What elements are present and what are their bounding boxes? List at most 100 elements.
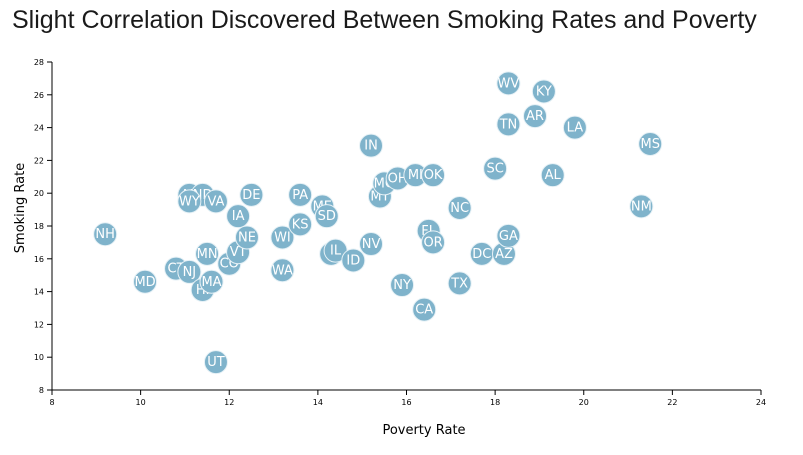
state-point-al[interactable]: AL bbox=[540, 163, 565, 188]
state-circle[interactable] bbox=[314, 204, 339, 229]
state-circle[interactable] bbox=[359, 133, 384, 158]
state-label: VT bbox=[230, 245, 247, 260]
state-point-tx[interactable]: TX bbox=[447, 271, 472, 296]
state-circle[interactable] bbox=[270, 225, 295, 250]
state-point-la[interactable]: LA bbox=[562, 115, 587, 140]
state-point-wi[interactable]: WI bbox=[270, 225, 295, 250]
state-point-mn[interactable]: MN bbox=[195, 241, 220, 266]
state-circle[interactable] bbox=[496, 71, 521, 96]
state-circle[interactable] bbox=[93, 222, 118, 247]
state-point-ca[interactable]: CA bbox=[412, 297, 437, 322]
x-tick-label: 20 bbox=[579, 398, 589, 407]
state-circle[interactable] bbox=[239, 182, 264, 207]
state-circle[interactable] bbox=[133, 269, 158, 294]
state-circle[interactable] bbox=[447, 271, 472, 296]
state-point-nv[interactable]: NV bbox=[359, 232, 384, 257]
state-point-oh[interactable]: OH bbox=[385, 166, 410, 191]
state-point-wy[interactable]: WY bbox=[177, 189, 202, 214]
state-label: KS bbox=[292, 217, 309, 232]
state-circle[interactable] bbox=[562, 115, 587, 140]
state-point-id[interactable]: ID bbox=[341, 248, 366, 273]
state-circle[interactable] bbox=[540, 163, 565, 188]
state-point-nj[interactable]: NJ bbox=[177, 259, 202, 284]
state-point-nc[interactable]: NC bbox=[447, 195, 472, 220]
x-tick-label: 12 bbox=[224, 398, 234, 407]
state-point-sd[interactable]: SD bbox=[314, 204, 339, 229]
state-point-in[interactable]: IN bbox=[359, 133, 384, 158]
state-point-sc[interactable]: SC bbox=[483, 156, 508, 181]
state-circle[interactable] bbox=[203, 350, 228, 375]
y-tick: 20 bbox=[34, 189, 52, 198]
x-axis: 8 10 12 14 16 18 20 22 24 bbox=[49, 389, 766, 407]
state-label: DE bbox=[242, 188, 260, 203]
state-point-ia[interactable]: IA bbox=[226, 204, 251, 229]
state-circle[interactable] bbox=[390, 273, 415, 298]
state-label: WV bbox=[498, 76, 520, 91]
state-point-wa[interactable]: WA bbox=[270, 258, 295, 283]
state-circle[interactable] bbox=[421, 163, 446, 188]
y-tick: 26 bbox=[34, 91, 52, 100]
state-circle[interactable] bbox=[270, 258, 295, 283]
state-point-or[interactable]: OR bbox=[421, 230, 446, 255]
state-label: DC bbox=[472, 247, 491, 262]
y-tick: 18 bbox=[34, 222, 52, 231]
state-point-ms[interactable]: MS bbox=[638, 132, 663, 156]
state-label: TN bbox=[499, 117, 518, 132]
state-point-nm[interactable]: NM bbox=[629, 194, 654, 219]
state-label: AZ bbox=[495, 247, 513, 262]
state-circle[interactable] bbox=[523, 104, 548, 129]
state-circle[interactable] bbox=[496, 112, 521, 137]
state-circle[interactable] bbox=[531, 79, 556, 104]
y-tick-label: 12 bbox=[34, 320, 44, 329]
state-point-ut[interactable]: UT bbox=[203, 350, 228, 375]
state-point-ks[interactable]: KS bbox=[288, 212, 313, 237]
state-circle[interactable] bbox=[195, 241, 220, 266]
state-point-va[interactable]: VA bbox=[203, 189, 228, 214]
state-label: PA bbox=[292, 188, 308, 203]
state-circle[interactable] bbox=[421, 230, 446, 255]
state-point-ne[interactable]: NE bbox=[234, 225, 259, 250]
state-point-md[interactable]: MD bbox=[133, 269, 158, 294]
state-circle[interactable] bbox=[226, 204, 251, 229]
state-point-ok[interactable]: OK bbox=[421, 163, 446, 188]
state-circle[interactable] bbox=[203, 189, 228, 214]
state-point-ny[interactable]: NY bbox=[390, 273, 415, 298]
state-circle[interactable] bbox=[447, 195, 472, 220]
state-circle[interactable] bbox=[341, 248, 366, 273]
state-point-ga[interactable]: GA bbox=[496, 223, 521, 248]
x-tick: 10 bbox=[136, 390, 146, 407]
state-circle[interactable] bbox=[638, 132, 663, 156]
state-point-ar[interactable]: AR bbox=[523, 104, 548, 129]
state-point-tn[interactable]: TN bbox=[496, 112, 521, 137]
state-label: SC bbox=[486, 162, 503, 177]
state-circle[interactable] bbox=[288, 182, 313, 207]
state-label: ID bbox=[346, 253, 360, 268]
state-point-az[interactable]: AZ bbox=[491, 241, 516, 266]
state-point-ma[interactable]: MA bbox=[199, 269, 224, 294]
state-circle[interactable] bbox=[177, 259, 202, 284]
state-circle[interactable] bbox=[496, 223, 521, 248]
state-circle[interactable] bbox=[483, 156, 508, 181]
x-tick-label: 16 bbox=[401, 398, 411, 407]
state-label: MA bbox=[201, 275, 221, 290]
state-circle[interactable] bbox=[359, 232, 384, 257]
state-label: NV bbox=[362, 237, 381, 252]
state-circle[interactable] bbox=[412, 297, 437, 322]
y-tick-label: 14 bbox=[34, 288, 44, 297]
state-point-de[interactable]: DE bbox=[239, 182, 264, 207]
x-tick: 22 bbox=[667, 390, 677, 407]
state-point-dc[interactable]: DC bbox=[469, 241, 494, 266]
state-label: AR bbox=[526, 109, 544, 124]
x-tick-label: 24 bbox=[756, 398, 766, 407]
state-point-nh[interactable]: NH bbox=[93, 222, 118, 247]
state-point-pa[interactable]: PA bbox=[288, 182, 313, 207]
state-circle[interactable] bbox=[177, 189, 202, 214]
state-label: GA bbox=[499, 229, 518, 244]
state-circle[interactable] bbox=[199, 269, 224, 294]
state-circle[interactable] bbox=[629, 194, 654, 219]
state-point-ky[interactable]: KY bbox=[531, 79, 556, 104]
state-point-mi[interactable]: MI bbox=[403, 163, 428, 188]
state-point-wv[interactable]: WV bbox=[496, 71, 521, 96]
state-circle[interactable] bbox=[288, 212, 313, 237]
state-circle[interactable] bbox=[234, 225, 259, 250]
